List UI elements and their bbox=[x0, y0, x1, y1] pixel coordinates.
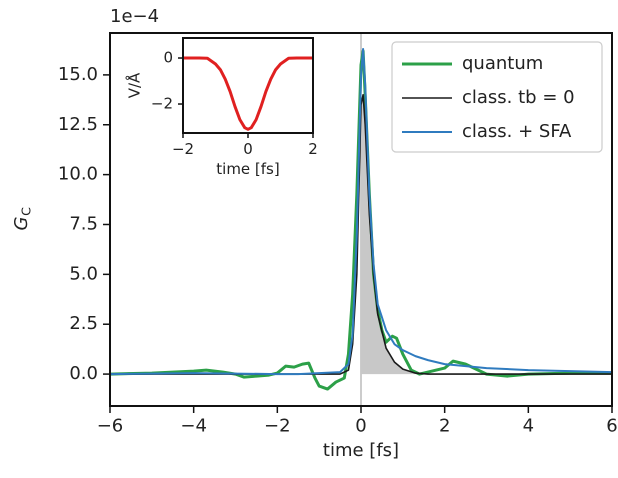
x-tick-label: 6 bbox=[606, 416, 617, 437]
legend-label: class. tb = 0 bbox=[462, 87, 575, 108]
x-tick-label: 0 bbox=[243, 140, 253, 158]
y-offset-label: 1e−4 bbox=[110, 6, 159, 27]
y-tick-label: 10.0 bbox=[58, 164, 98, 185]
x-axis-label: time [fs] bbox=[216, 160, 279, 178]
y-tick-label: 2.5 bbox=[69, 313, 98, 334]
x-tick-label: 2 bbox=[439, 416, 450, 437]
y-tick-label: 15.0 bbox=[58, 64, 98, 85]
x-tick-label: 4 bbox=[523, 416, 534, 437]
x-tick-label: −4 bbox=[180, 416, 207, 437]
legend-label: class. + SFA bbox=[462, 121, 572, 142]
x-axis-label: time [fs] bbox=[323, 440, 399, 461]
data-line bbox=[110, 94, 612, 375]
x-tick-label: −2 bbox=[172, 140, 194, 158]
x-tick-label: 0 bbox=[355, 416, 366, 437]
x-tick-label: 2 bbox=[308, 140, 318, 158]
y-tick-label: 12.5 bbox=[58, 114, 98, 135]
x-tick-label: −2 bbox=[264, 416, 291, 437]
data-line bbox=[183, 56, 313, 131]
y-axis-label-main: G bbox=[11, 216, 32, 230]
data-line bbox=[109, 47, 613, 376]
x-tick-label: −6 bbox=[97, 416, 124, 437]
plot-background bbox=[183, 38, 313, 133]
y-tick-label: 7.5 bbox=[69, 213, 98, 234]
y-axis-label: V/Å bbox=[125, 72, 144, 98]
y-tick-label: −2 bbox=[151, 95, 173, 113]
legend-frame bbox=[391, 41, 603, 153]
y-axis-label-subscript: C bbox=[19, 207, 34, 216]
y-axis-label: GC bbox=[11, 207, 34, 231]
legend-label: quantum bbox=[462, 53, 543, 74]
y-tick-label: 0.0 bbox=[69, 363, 98, 384]
y-tick-label: 5.0 bbox=[69, 263, 98, 284]
y-tick-label: 0 bbox=[163, 49, 173, 67]
